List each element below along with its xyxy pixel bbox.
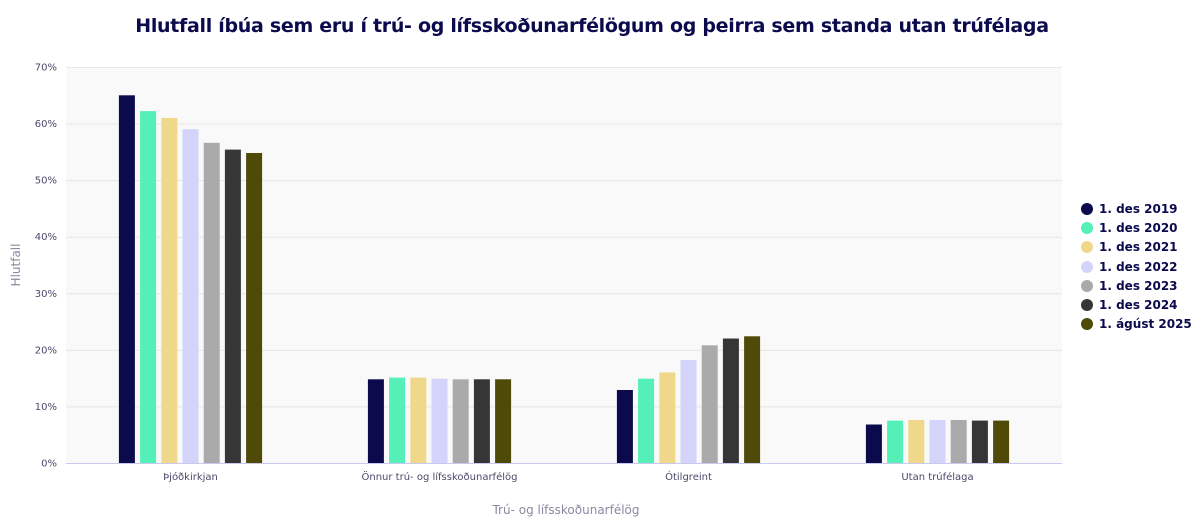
x-category-label: Ótilgreint (665, 470, 712, 483)
x-axis-categories: Þjóðkirkjan Önnur trú- og lífsskoðunarfél… (163, 470, 974, 483)
bar[interactable] (744, 336, 761, 463)
legend-label: 1. des 2020 (1099, 220, 1178, 235)
y-axis-ticks: 0% 10% 20% 30% 40% 50% 60% 70% (35, 63, 57, 470)
bar[interactable] (908, 420, 925, 463)
legend-item[interactable]: 1. des 2019 (1081, 199, 1192, 218)
x-category-label: Önnur trú- og lífsskoðunarfélög (362, 470, 518, 483)
legend-label: 1. des 2019 (1099, 201, 1178, 216)
legend-marker (1081, 318, 1093, 331)
x-axis-title: Trú- og lífsskoðunarfélög (491, 503, 639, 517)
bar[interactable] (638, 378, 655, 463)
bar[interactable] (680, 360, 697, 463)
y-axis-title: Hlutfall (9, 244, 23, 287)
bar[interactable] (452, 379, 469, 463)
legend-label: 1. des 2024 (1099, 298, 1178, 313)
y-tick-label: 30% (35, 289, 57, 300)
legend-marker (1081, 202, 1093, 215)
bar[interactable] (495, 379, 512, 463)
legend-label: 1. ágúst 2025 (1099, 317, 1192, 332)
legend-item[interactable]: 1. des 2021 (1081, 238, 1192, 257)
bar[interactable] (246, 153, 263, 463)
bar[interactable] (659, 372, 676, 464)
legend-marker (1081, 260, 1093, 273)
y-tick-label: 50% (35, 176, 57, 187)
legend-item[interactable]: 1. des 2023 (1081, 276, 1192, 295)
bar[interactable] (473, 379, 490, 463)
y-tick-label: 40% (35, 232, 57, 243)
y-tick-label: 10% (35, 402, 57, 413)
legend-marker (1081, 279, 1093, 292)
legend-label: 1. des 2023 (1099, 278, 1178, 293)
legend-marker (1081, 241, 1093, 254)
bar[interactable] (722, 338, 739, 464)
bar[interactable] (431, 378, 448, 463)
legend-item[interactable]: 1. des 2024 (1081, 295, 1192, 314)
bar[interactable] (865, 424, 882, 464)
bars (118, 95, 1010, 464)
bar[interactable] (118, 95, 135, 464)
legend-item[interactable]: 1. des 2020 (1081, 218, 1192, 237)
bar[interactable] (182, 129, 199, 463)
chart-title: Hlutfall íbúa sem eru í trú- og lífsskoð… (135, 15, 1049, 37)
bar[interactable] (616, 390, 633, 463)
y-tick-label: 70% (35, 63, 57, 74)
bar[interactable] (161, 117, 178, 464)
legend-marker (1081, 221, 1093, 234)
y-tick-label: 0% (41, 459, 57, 470)
x-category-label: Þjóðkirkjan (163, 471, 218, 483)
legend: 1. des 2019 1. des 2020 1. des 2021 1. des … (1081, 199, 1192, 334)
bar[interactable] (224, 149, 241, 463)
bar[interactable] (887, 420, 904, 463)
legend-label: 1. des 2021 (1099, 240, 1178, 255)
bar[interactable] (203, 142, 220, 464)
bar[interactable] (140, 111, 157, 463)
legend-item[interactable]: 1. ágúst 2025 (1081, 315, 1192, 334)
bar[interactable] (971, 420, 988, 463)
bar[interactable] (367, 379, 384, 463)
y-tick-label: 20% (35, 345, 57, 356)
y-tick-label: 60% (35, 119, 57, 130)
legend-item[interactable]: 1. des 2022 (1081, 257, 1192, 276)
legend-label: 1. des 2022 (1099, 259, 1178, 274)
x-category-label: Utan trúfélaga (901, 471, 973, 483)
bar[interactable] (993, 420, 1010, 463)
legend-marker (1081, 299, 1093, 312)
bar[interactable] (701, 345, 718, 463)
bar[interactable] (929, 420, 946, 463)
bar[interactable] (389, 377, 406, 463)
bar[interactable] (950, 420, 967, 463)
bar[interactable] (410, 377, 427, 463)
